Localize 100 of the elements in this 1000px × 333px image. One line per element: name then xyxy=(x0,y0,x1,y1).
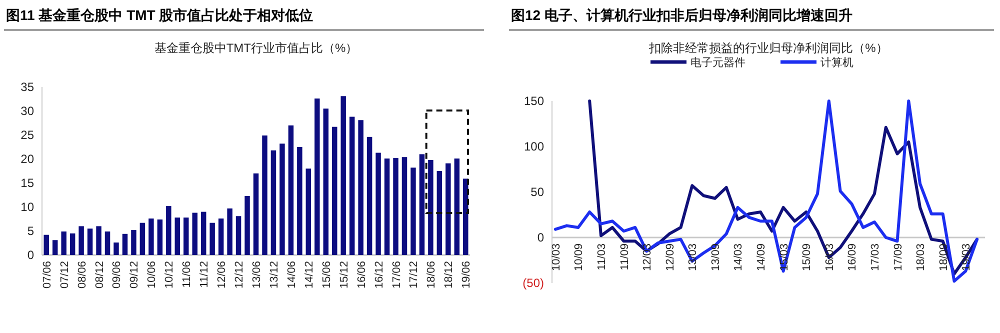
x-tick-label: 11/12 xyxy=(198,261,211,288)
bar xyxy=(306,168,312,255)
x-tick-label: 09/12 xyxy=(128,261,141,289)
bar xyxy=(446,163,451,255)
x-tick-label: 16/06 xyxy=(356,261,368,289)
x-tick-label: 14/12 xyxy=(303,261,316,289)
bar xyxy=(122,234,128,255)
bar xyxy=(253,173,259,255)
x-tick-label: 12/12 xyxy=(234,261,246,289)
bar xyxy=(218,218,224,255)
bar xyxy=(44,234,49,255)
y-tick-label: 35 xyxy=(20,80,34,94)
bar xyxy=(78,226,84,255)
bar xyxy=(297,147,302,255)
x-tick-label: 17/12 xyxy=(408,261,420,289)
x-tick-label: 16/03 xyxy=(824,244,836,272)
chart-subtitle: 基金重仓股中TMT行业市值占比（%） xyxy=(154,41,358,55)
x-tick-label: 18/09 xyxy=(938,244,950,272)
y-tick-label: 0 xyxy=(537,230,544,244)
bar xyxy=(192,212,198,255)
bar xyxy=(419,154,425,255)
x-tick-label: 15/09 xyxy=(801,244,814,272)
y-tick-label: 0 xyxy=(27,248,34,262)
x-tick-label: 10/06 xyxy=(146,261,158,289)
bar xyxy=(96,226,102,255)
bar xyxy=(174,218,180,255)
x-tick-label: 16/12 xyxy=(373,261,386,289)
bar xyxy=(87,228,93,255)
x-tick-label: 15/12 xyxy=(338,261,350,289)
x-tick-label: 18/12 xyxy=(443,261,456,289)
bar xyxy=(280,144,285,255)
x-tick-label: 11/09 xyxy=(618,244,631,270)
bar xyxy=(358,120,364,255)
x-tick-label: 15/03 xyxy=(778,244,790,272)
bar xyxy=(428,160,434,255)
x-tick-label: 10/03 xyxy=(550,244,562,272)
x-tick-label: 19/06 xyxy=(460,261,473,289)
x-tick-label: 07/12 xyxy=(58,261,71,289)
bar xyxy=(402,157,408,255)
x-tick-label: 18/03 xyxy=(915,244,928,272)
x-tick-label: 09/06 xyxy=(111,261,124,289)
x-tick-label: 10/12 xyxy=(164,261,176,289)
chart-title: 图11 基金重仓股中 TMT 股市值占比处于相对低位 xyxy=(6,7,314,23)
bar xyxy=(104,231,110,255)
bar xyxy=(148,218,154,255)
x-tick-label: 08/12 xyxy=(94,261,106,289)
bar xyxy=(166,206,172,255)
bar xyxy=(52,240,58,255)
x-tick-label: 11/03 xyxy=(596,244,608,270)
x-tick-label: 07/06 xyxy=(41,261,54,289)
bar xyxy=(463,178,468,255)
bar xyxy=(340,96,346,255)
x-tick-label: 10/09 xyxy=(573,244,586,272)
bar xyxy=(210,222,215,255)
y-tick-label: 30 xyxy=(20,104,34,118)
x-tick-label: 14/03 xyxy=(732,244,745,272)
legend-label: 计算机 xyxy=(820,56,854,69)
bar xyxy=(140,222,146,255)
x-tick-label: 19/03 xyxy=(960,244,973,272)
x-tick-label: 12/09 xyxy=(664,244,676,272)
x-tick-label: 18/06 xyxy=(426,261,438,289)
y-tick-label: 25 xyxy=(20,128,34,142)
bar xyxy=(131,230,136,255)
x-tick-label: 08/06 xyxy=(76,261,88,289)
y-tick-label: 10 xyxy=(20,200,34,214)
y-tick-label: 5 xyxy=(27,224,34,238)
bar xyxy=(323,108,328,255)
x-tick-label: 14/06 xyxy=(286,261,298,289)
bar xyxy=(227,208,232,255)
x-tick-label: 13/03 xyxy=(687,244,700,272)
bar xyxy=(332,126,338,255)
x-tick-label: 13/12 xyxy=(268,261,280,289)
x-tick-label: 13/06 xyxy=(251,261,263,289)
bar xyxy=(436,171,442,255)
x-tick-label: 17/06 xyxy=(390,261,403,289)
bar xyxy=(376,152,381,255)
x-tick-label: 12/03 xyxy=(642,244,654,272)
x-tick-label: 17/09 xyxy=(892,244,904,272)
y-tick-label: 100 xyxy=(524,140,544,154)
y-tick-label: 20 xyxy=(20,152,34,166)
bar xyxy=(157,219,163,255)
bar xyxy=(200,212,206,255)
x-tick-label: 15/06 xyxy=(320,261,333,289)
bar xyxy=(410,168,416,255)
chart-title: 图12 电子、计算机行业扣非后归母净利润同比增速回升 xyxy=(511,7,852,23)
x-tick-label: 13/09 xyxy=(710,244,722,272)
bar xyxy=(61,231,66,255)
bar xyxy=(349,116,355,255)
y-tick-label: (50) xyxy=(522,276,544,290)
bar xyxy=(262,135,268,255)
x-tick-label: 14/09 xyxy=(756,244,768,272)
bar xyxy=(184,218,189,255)
bar xyxy=(454,158,460,255)
bar xyxy=(384,158,390,255)
bar xyxy=(288,125,294,255)
bar xyxy=(70,233,76,255)
bar xyxy=(270,150,276,255)
bar xyxy=(114,242,119,255)
legend-label: 电子元器件 xyxy=(690,56,746,69)
x-tick-label: 17/03 xyxy=(869,244,882,272)
